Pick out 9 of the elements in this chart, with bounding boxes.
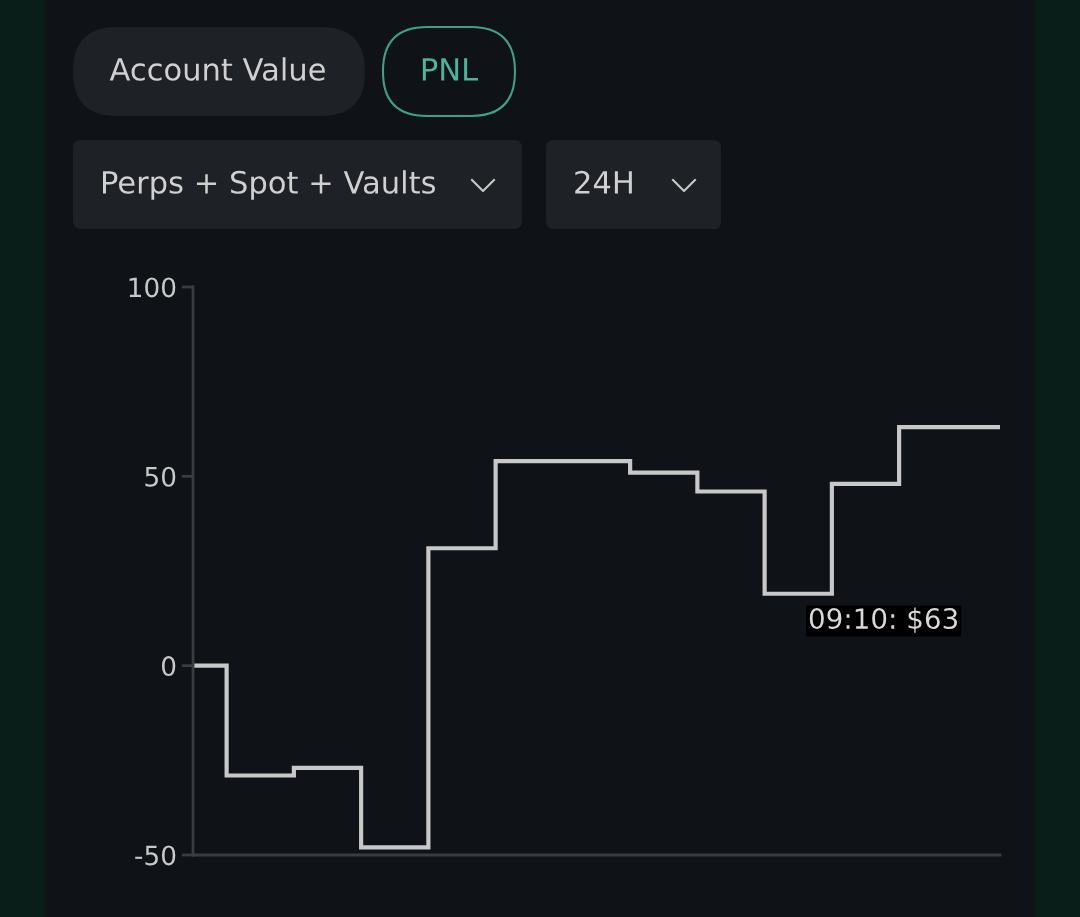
y-tick-label: -50 bbox=[135, 845, 176, 866]
text: 24H bbox=[575, 170, 632, 194]
annotation: 09:10: $63 bbox=[809, 607, 958, 633]
y-tick-label: 0 bbox=[161, 656, 176, 677]
text: Account Value bbox=[109, 57, 325, 81]
y-tick-label: 50 bbox=[145, 466, 176, 487]
text: PNL bbox=[422, 58, 478, 81]
text: Perps + Spot + Vaults bbox=[103, 170, 436, 200]
y-tick-label: 100 bbox=[129, 277, 176, 298]
